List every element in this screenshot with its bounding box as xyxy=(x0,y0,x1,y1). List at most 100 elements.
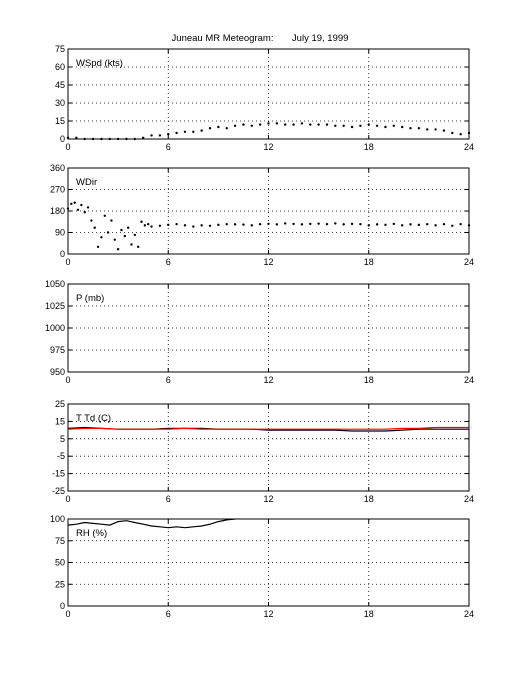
y-tick-label: 0 xyxy=(60,134,65,144)
y-tick-label: -25 xyxy=(52,486,65,496)
data-point xyxy=(175,131,178,135)
data-point xyxy=(409,127,412,130)
data-point xyxy=(317,123,320,126)
y-tick-label: 0 xyxy=(60,249,65,259)
x-tick-label: 12 xyxy=(263,375,273,385)
data-point xyxy=(217,125,220,129)
data-point xyxy=(375,124,379,128)
plot-frame-3 xyxy=(67,403,470,492)
data-point xyxy=(225,222,228,226)
x-tick-label: 18 xyxy=(364,494,374,504)
x-tick-label: 6 xyxy=(166,142,171,152)
data-point xyxy=(367,123,370,126)
data-point xyxy=(80,203,83,207)
x-tick-label: 6 xyxy=(166,494,171,504)
data-point xyxy=(141,136,145,139)
data-point xyxy=(309,222,312,226)
y-tick-label: 950 xyxy=(50,367,65,377)
data-point xyxy=(325,123,329,126)
data-point xyxy=(200,129,203,132)
data-point xyxy=(442,129,446,132)
data-point xyxy=(434,224,437,227)
data-point xyxy=(434,128,437,131)
data-point xyxy=(75,136,78,139)
y-tick-label: 75 xyxy=(55,44,65,54)
data-point xyxy=(225,127,228,130)
data-point xyxy=(417,127,421,130)
data-point xyxy=(426,128,429,131)
data-point xyxy=(66,136,70,139)
x-tick-label: 0 xyxy=(65,142,70,152)
data-point xyxy=(392,222,396,226)
data-point xyxy=(426,222,429,226)
data-point xyxy=(175,222,178,226)
data-point xyxy=(409,223,412,226)
x-tick-label: 24 xyxy=(464,494,474,504)
data-point xyxy=(400,224,404,227)
data-point xyxy=(130,243,133,246)
x-tick-label: 0 xyxy=(65,257,70,267)
data-point xyxy=(147,222,150,226)
y-tick-label: 60 xyxy=(55,62,65,72)
x-tick-label: 12 xyxy=(263,494,273,504)
y-tick-label: 15 xyxy=(55,116,65,126)
data-point xyxy=(258,123,262,126)
data-point xyxy=(140,220,143,223)
y-tick-label: 30 xyxy=(55,98,65,108)
data-point xyxy=(113,238,116,241)
data-point xyxy=(136,245,140,249)
data-point xyxy=(133,233,137,237)
series-line-1 xyxy=(67,426,469,430)
x-tick-label: 6 xyxy=(166,375,171,385)
data-point xyxy=(126,226,130,229)
x-tick-label: 18 xyxy=(364,257,374,267)
data-point xyxy=(86,206,90,209)
data-point xyxy=(143,224,147,227)
y-tick-label: -5 xyxy=(57,451,65,461)
data-point xyxy=(93,226,96,229)
data-point xyxy=(442,222,446,226)
data-point xyxy=(317,222,320,225)
data-point xyxy=(350,222,354,226)
data-point xyxy=(300,122,304,125)
x-tick-label: 18 xyxy=(364,142,374,152)
data-point xyxy=(73,201,76,204)
data-point xyxy=(108,137,111,141)
data-point xyxy=(250,224,253,227)
data-point xyxy=(200,224,203,227)
x-tick-label: 24 xyxy=(464,375,474,385)
y-tick-label: 45 xyxy=(55,80,65,90)
data-point xyxy=(125,137,128,141)
data-point xyxy=(400,125,404,129)
panel-label: RH (%) xyxy=(76,528,107,539)
data-point xyxy=(417,223,421,227)
x-tick-label: 0 xyxy=(65,375,70,385)
data-point xyxy=(158,224,162,228)
x-tick-label: 6 xyxy=(166,609,171,619)
data-point xyxy=(309,123,312,126)
data-point xyxy=(451,131,454,135)
data-point xyxy=(267,222,270,226)
data-point xyxy=(106,231,110,234)
panel-label: P (mb) xyxy=(76,293,104,304)
x-tick-label: 6 xyxy=(166,257,171,267)
y-tick-label: 0 xyxy=(60,601,65,611)
data-point xyxy=(100,137,103,141)
data-point xyxy=(284,123,287,126)
data-point xyxy=(66,207,70,210)
data-point xyxy=(116,248,120,251)
data-point xyxy=(208,127,212,130)
data-point xyxy=(167,133,170,136)
data-point xyxy=(334,124,337,128)
data-point xyxy=(90,219,93,222)
data-point xyxy=(120,228,123,232)
panel-label: WSpd (kts) xyxy=(76,58,123,69)
data-point xyxy=(76,208,80,212)
data-point xyxy=(325,222,329,226)
x-tick-label: 12 xyxy=(263,257,273,267)
series-line-0 xyxy=(67,518,236,529)
data-point xyxy=(292,222,295,226)
data-point xyxy=(267,122,270,125)
data-point xyxy=(192,130,195,133)
